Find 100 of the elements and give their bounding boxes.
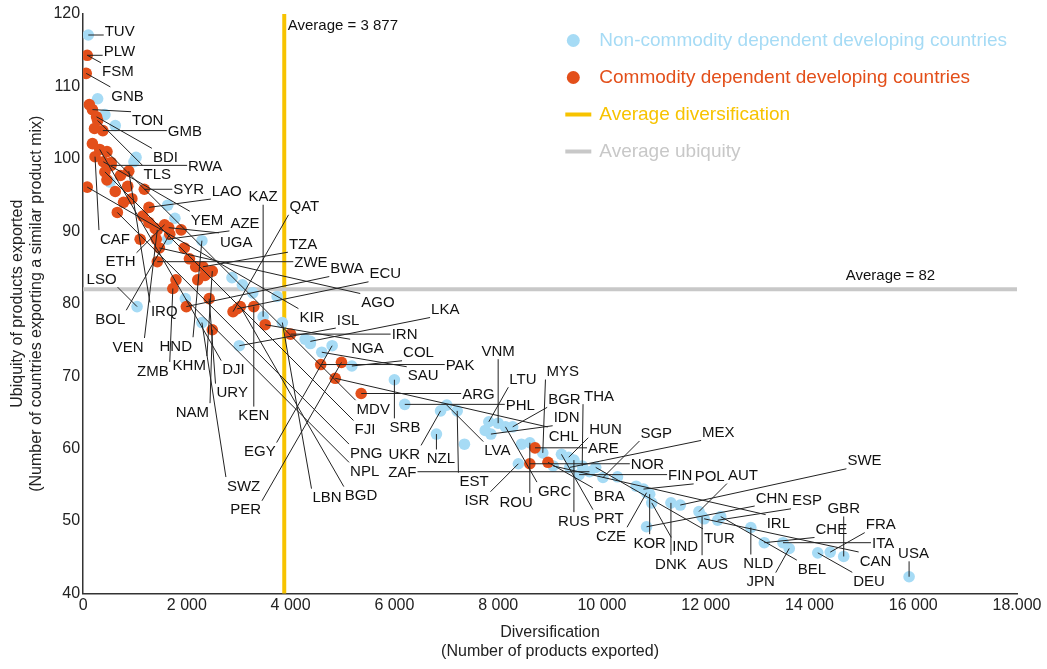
y-tick-label: 110 xyxy=(54,76,81,94)
annotation: QAT xyxy=(289,197,320,215)
y-tick-label: 120 xyxy=(53,4,81,22)
annotation: VEN xyxy=(112,337,144,355)
annotation: TUR xyxy=(703,528,735,546)
annotation: LKA xyxy=(431,300,460,318)
annotation: SGP xyxy=(640,423,673,441)
annotation: YEM xyxy=(190,210,224,228)
annotation: NOR xyxy=(630,454,665,472)
annotation: GBR xyxy=(827,499,861,517)
x-tick-label: 18.000 xyxy=(992,596,1042,614)
x-tick-label: 8 000 xyxy=(478,596,519,614)
annotation: BRA xyxy=(593,487,625,505)
annotation: PRT xyxy=(593,509,624,527)
annotation: ESP xyxy=(792,491,823,509)
y-tick-label: 100 xyxy=(53,149,81,167)
annotation: LTU xyxy=(509,369,537,387)
annotation: ECU xyxy=(369,264,402,282)
annotation: CHL xyxy=(548,426,579,444)
annotation: UKR xyxy=(388,445,421,463)
annotation: KAZ xyxy=(248,187,278,205)
annotation: AUS xyxy=(697,554,729,572)
annotation: AUT xyxy=(727,466,758,484)
y-tick-label: 60 xyxy=(62,438,81,456)
annotation: UGA xyxy=(219,232,253,250)
annotation: IRN xyxy=(391,325,418,343)
annotation: DNK xyxy=(655,554,687,572)
annotation: LAO xyxy=(211,181,242,199)
annotation: ARE xyxy=(588,438,619,456)
annotation: BWA xyxy=(330,259,364,277)
annotation: FJI xyxy=(354,420,376,438)
x-tick-label: 16 000 xyxy=(888,596,938,614)
annotation: BOL xyxy=(95,309,126,327)
annotation: BGR xyxy=(548,389,581,407)
annotation: ETH xyxy=(105,252,136,270)
annotation: PLW xyxy=(103,42,136,60)
x-tick-label: 4 000 xyxy=(270,596,311,614)
annotation: IND xyxy=(672,537,699,555)
annotation: FIN xyxy=(668,465,693,483)
annotation: GNB xyxy=(111,86,144,104)
annotation: ISL xyxy=(336,310,360,328)
annotation: NAM xyxy=(175,402,210,420)
annotation: SWZ xyxy=(226,476,261,494)
annotation: CAF xyxy=(99,229,130,247)
annotation: FSM xyxy=(101,62,134,80)
annotation: TUV xyxy=(104,21,135,39)
annotation: SRB xyxy=(389,417,421,435)
annotation: Average = 82 xyxy=(845,265,936,283)
x-tick-label: 12 000 xyxy=(681,596,731,614)
legend-label: Commodity dependent developing countries xyxy=(599,65,971,87)
annotation: BGD xyxy=(344,486,378,504)
annotation: ZWE xyxy=(294,252,328,270)
x-tick-label: 10 000 xyxy=(577,596,627,614)
annotation: GMB xyxy=(167,121,202,139)
annotation: IRQ xyxy=(150,302,178,320)
annotation: ISR xyxy=(464,491,490,509)
annotation: SAU xyxy=(407,366,439,384)
y-tick-label: 80 xyxy=(62,294,81,312)
annotation: PAK xyxy=(445,355,475,373)
x-tick-label: 0 xyxy=(78,596,88,614)
annotation: RUS xyxy=(558,511,590,529)
annotation: PHL xyxy=(505,395,535,413)
annotation: NPL xyxy=(350,462,380,480)
annotation: FRA xyxy=(865,515,896,533)
annotation: NZL xyxy=(426,449,455,467)
annotation: BDI xyxy=(152,147,178,165)
x-tick-label: 2 000 xyxy=(166,596,207,614)
annotation: CAN xyxy=(859,551,892,569)
annotation: BEL xyxy=(797,559,827,577)
annotation: HUN xyxy=(589,420,622,438)
annotation: NGA xyxy=(351,338,384,356)
annotation: TON xyxy=(132,111,164,129)
ref-line-label: Average diversification xyxy=(599,102,791,124)
y-axis-title: Ubiquity of products exported (Number of countries exporting a similar product mix) xyxy=(8,115,45,492)
annotation: KHM xyxy=(172,355,206,373)
annotation: JPN xyxy=(746,572,775,590)
annotation: TZA xyxy=(288,234,318,252)
annotation: AZE xyxy=(230,213,260,231)
y-tick-label: 70 xyxy=(62,366,81,384)
annotation: ROU xyxy=(499,492,533,510)
annotation: DEU xyxy=(853,571,885,589)
annotation: CHN xyxy=(755,488,789,506)
annotation: MYS xyxy=(546,362,579,380)
annotation: LSO xyxy=(86,269,117,287)
annotation: USA xyxy=(898,543,929,561)
annotation: EST xyxy=(459,472,489,490)
x-axis-title: Diversification (Number of products exported) xyxy=(441,622,659,659)
y-tick-label: 40 xyxy=(62,583,81,601)
annotation: LBN xyxy=(312,488,342,506)
annotation: RWA xyxy=(188,156,223,174)
y-tick-label: 50 xyxy=(62,511,81,529)
annotation: COL xyxy=(403,343,434,361)
annotation: GRC xyxy=(537,481,572,499)
legend-label: Non-commodity dependent developing countries xyxy=(599,28,1008,50)
annotation: KOR xyxy=(633,533,667,551)
y-tick-label: 90 xyxy=(62,221,81,239)
annotation: URY xyxy=(216,383,248,401)
annotation: VNM xyxy=(481,341,515,359)
annotation: POL xyxy=(694,466,725,484)
annotation: EGY xyxy=(243,442,276,460)
